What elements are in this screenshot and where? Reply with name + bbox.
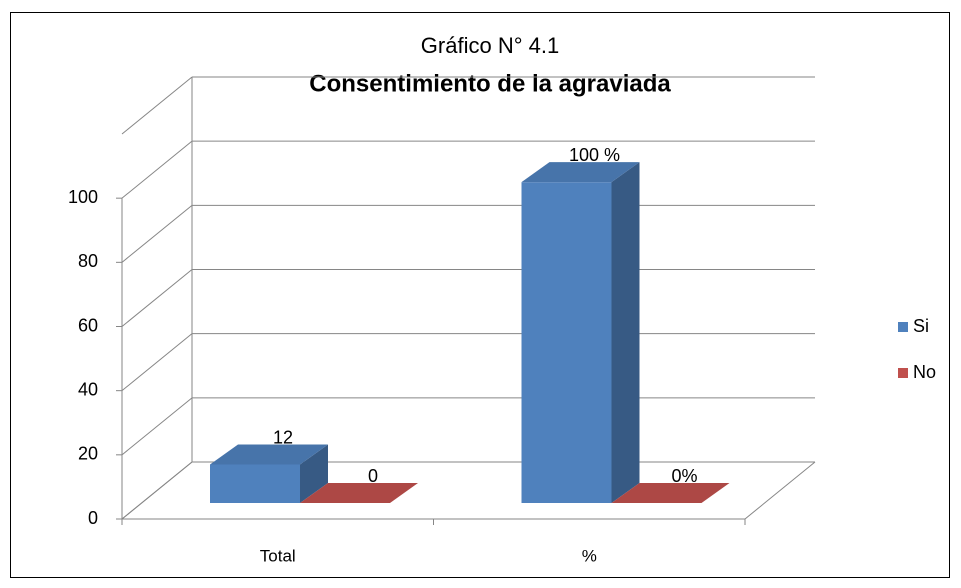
bar — [521, 162, 640, 503]
chart-title: Gráfico N° 4.1 — [421, 33, 559, 58]
side-wall-top — [121, 76, 193, 135]
bar — [300, 483, 418, 503]
bar — [210, 444, 328, 503]
side-grid-line — [121, 333, 193, 392]
bar-front — [210, 464, 300, 503]
side-grid-line — [121, 397, 193, 456]
value-label: 100 % — [569, 145, 620, 165]
x-tick-label: Total — [260, 546, 296, 565]
y-tick-label: 40 — [78, 379, 98, 399]
chart-frame — [10, 12, 950, 578]
bar-top — [210, 444, 328, 465]
bar-top — [611, 483, 730, 503]
legend-swatch — [898, 322, 908, 332]
floor-right — [744, 461, 816, 520]
y-tick-label: 60 — [78, 315, 98, 335]
bar-front — [521, 182, 612, 503]
value-label: 0 — [368, 466, 378, 486]
bar — [611, 483, 730, 503]
side-grid-line — [121, 269, 193, 327]
bar-top — [300, 483, 418, 503]
y-tick-label: 80 — [78, 251, 98, 271]
side-grid-line — [121, 140, 193, 199]
bar-top — [521, 162, 640, 183]
legend-swatch — [898, 368, 908, 378]
chart-subtitle: Consentimiento de la agraviada — [309, 70, 671, 97]
y-tick-label: 20 — [78, 444, 98, 464]
value-label: 12 — [273, 427, 293, 447]
y-tick-label: 0 — [88, 508, 98, 528]
y-tick-label: 100 — [68, 187, 98, 207]
legend-label: Si — [913, 316, 929, 336]
legend-label: No — [913, 362, 936, 382]
side-grid-line — [121, 204, 193, 263]
x-tick-label: % — [582, 546, 597, 565]
floor-left — [121, 461, 193, 520]
bar-side — [300, 444, 328, 503]
value-label: 0% — [671, 466, 697, 486]
bar-side — [611, 162, 640, 503]
